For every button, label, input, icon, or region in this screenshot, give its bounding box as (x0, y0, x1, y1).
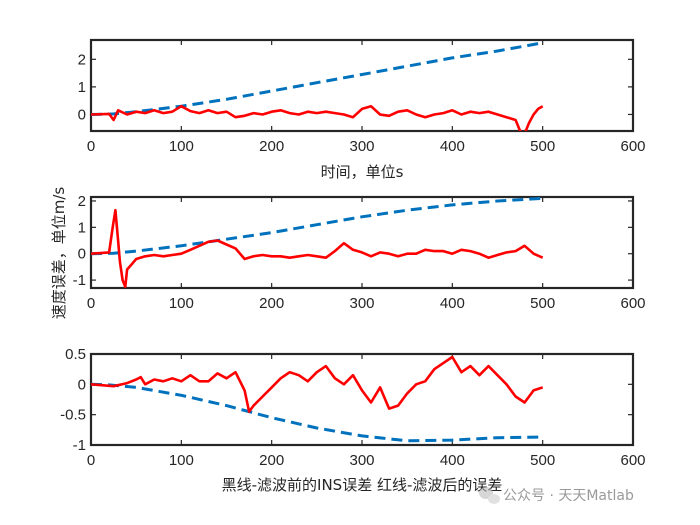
x-tick-label: 600 (620, 295, 645, 312)
y-tick-label: 1 (78, 219, 86, 236)
y-tick-label: 0.5 (65, 346, 86, 363)
watermark: 公众号 · 天天Matlab (479, 487, 634, 504)
y-tick-label: 0 (78, 106, 86, 123)
x-tick-label: 300 (349, 295, 374, 312)
x-tick-label: 400 (440, 138, 465, 155)
y-tick-label: 0 (78, 376, 86, 393)
filtered-error-red-line (91, 104, 544, 131)
x-tick-label: 600 (620, 138, 645, 155)
x-tick-label: 600 (620, 452, 645, 469)
y-tick-label: 1 (78, 79, 86, 96)
y-tick-label: -1 (73, 272, 86, 289)
y-tick-label: 2 (78, 51, 86, 68)
x-tick-label: 400 (440, 295, 465, 312)
ins-error-dashed-line (91, 197, 543, 256)
x-tick-label: 200 (259, 138, 284, 155)
x-tick-label: 400 (440, 452, 465, 469)
x-tick-label: 300 (349, 452, 374, 469)
filtered-error-red-line (91, 355, 544, 413)
y-tick-label: 2 (78, 193, 86, 210)
x-tick-label: 0 (87, 295, 95, 312)
x-tick-label: 500 (530, 138, 555, 155)
subplot-3: 0 100 200 300 400 500 600 -1 -0.5 0 0.5 (60, 346, 645, 469)
plot1-xlabel: 时间，单位s (321, 163, 404, 181)
y-tick-label: -1 (73, 437, 86, 454)
plot3-xlabel: 黑线-滤波前的INS误差 红线-滤波后的误差 (222, 476, 503, 494)
x-tick-label: 100 (169, 295, 194, 312)
x-tick-label: 300 (349, 138, 374, 155)
x-tick-label: 500 (530, 295, 555, 312)
y-tick-label: -0.5 (60, 407, 86, 424)
y-tick-label: 0 (78, 246, 86, 263)
x-tick-label: 100 (169, 452, 194, 469)
x-tick-label: 0 (87, 452, 95, 469)
plot3-axes-box (89, 352, 635, 447)
filtered-error-red-line (91, 208, 544, 288)
subplot-1: 0 100 200 300 400 500 600 0 1 2 (78, 38, 646, 155)
plot2-axes-box (89, 195, 635, 290)
ins-error-dashed-line (91, 382, 543, 443)
plot2-ylabel: 速度误差，单位m/s (50, 187, 68, 320)
x-tick-label: 200 (259, 295, 284, 312)
x-tick-label: 200 (259, 452, 284, 469)
x-tick-label: 100 (169, 138, 194, 155)
x-tick-label: 500 (530, 452, 555, 469)
watermark-text: 公众号 · 天天Matlab (503, 488, 634, 504)
x-tick-label: 0 (87, 138, 95, 155)
wechat-icon (479, 487, 500, 504)
plot1-axes-box (89, 38, 635, 133)
